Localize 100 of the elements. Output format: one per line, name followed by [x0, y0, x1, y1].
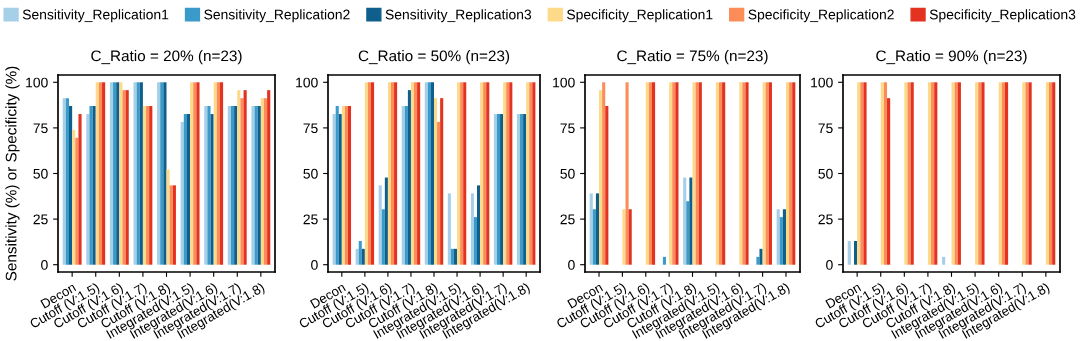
bar [718, 82, 723, 265]
y-tick-label: 0 [41, 260, 48, 270]
bar [358, 240, 362, 265]
bar [390, 82, 395, 265]
bar [347, 106, 352, 265]
bar [854, 240, 858, 265]
bar [102, 82, 106, 265]
bar [410, 82, 415, 265]
y-tick-label: 25 [303, 214, 318, 225]
bar [759, 248, 763, 265]
bar [371, 82, 375, 265]
chart-title: C_Ratio = 75% (n=23) [617, 50, 768, 65]
bar [234, 106, 238, 265]
bar [72, 129, 76, 265]
bar [166, 169, 170, 265]
bar [230, 106, 235, 265]
bar [595, 193, 600, 265]
bar [605, 106, 609, 265]
legend-label: Sensitivity_Replication3 [385, 9, 532, 23]
y-tick-label: 50 [560, 168, 575, 179]
bar [883, 82, 888, 265]
bar [361, 248, 365, 265]
bar [407, 90, 411, 265]
bar [592, 209, 596, 265]
bar [95, 82, 99, 265]
chart-title: C_Ratio = 90% (n=23) [876, 50, 1027, 65]
chart-title: C_Ratio = 20% (n=23) [91, 50, 242, 65]
y-tick-label: 75 [560, 123, 575, 134]
bar [65, 98, 70, 265]
y-tick-label: 25 [33, 214, 48, 225]
y-tick-label: 100 [553, 77, 575, 88]
bar [186, 114, 191, 265]
y-tick-label: 75 [33, 123, 48, 134]
bar [338, 114, 342, 265]
chart-title: C_Ratio = 50% (n=23) [358, 50, 510, 65]
y-tick-label: 50 [303, 168, 318, 179]
bar [227, 106, 231, 265]
bar [880, 82, 884, 265]
bar [378, 185, 382, 265]
y-tick-label: 50 [33, 168, 48, 179]
bar [437, 121, 441, 265]
y-tick-label: 75 [818, 123, 833, 134]
bar [434, 98, 438, 265]
bar [263, 98, 268, 265]
bar [332, 114, 336, 265]
bar [776, 209, 780, 265]
bar [473, 217, 478, 265]
bar [622, 209, 626, 265]
bar [69, 106, 73, 265]
bar [355, 248, 359, 265]
bar [240, 98, 244, 265]
bar [335, 106, 339, 265]
bar [210, 114, 214, 265]
bar [651, 82, 656, 265]
y-tick-label: 0 [826, 260, 833, 270]
bar [477, 185, 481, 265]
y-tick-label: 25 [560, 214, 575, 225]
bar [237, 90, 241, 265]
bar [243, 90, 247, 265]
bar [496, 114, 501, 265]
bar [662, 256, 667, 265]
y-tick-label: 100 [296, 77, 318, 88]
y-tick-label: 100 [26, 77, 48, 88]
bar [180, 121, 184, 265]
bar [847, 240, 851, 265]
bar [628, 209, 632, 265]
bar [267, 90, 271, 265]
bar [109, 82, 114, 265]
bar [387, 82, 391, 265]
bar [686, 201, 690, 265]
bar [75, 137, 79, 265]
bar [183, 114, 187, 265]
bar [589, 193, 593, 265]
bar [715, 82, 719, 265]
bar [260, 98, 264, 265]
bar [384, 177, 388, 265]
bar [516, 114, 521, 265]
bar [78, 114, 82, 265]
bar [782, 209, 786, 265]
y-axis-title: Sensitivity (%) or Specificity (%) [5, 66, 20, 281]
bar [1045, 82, 1049, 265]
bar [142, 106, 147, 265]
y-tick-label: 50 [818, 168, 833, 179]
legend-label: Specificity_Replication2 [748, 9, 894, 23]
legend-label: Sensitivity_Replication2 [204, 9, 350, 23]
bar [381, 209, 385, 265]
y-tick-label: 0 [568, 260, 575, 270]
bar [219, 82, 224, 265]
bar [470, 193, 474, 265]
bar [493, 114, 497, 265]
bar [683, 177, 687, 265]
bar [689, 177, 693, 265]
y-tick-label: 25 [818, 214, 833, 225]
y-tick-label: 100 [811, 77, 833, 88]
bar [756, 256, 760, 265]
bar [785, 82, 790, 265]
bar [942, 256, 946, 265]
bar [625, 82, 629, 265]
legend-label: Specificity_Replication3 [929, 9, 1076, 23]
bar [440, 98, 444, 265]
